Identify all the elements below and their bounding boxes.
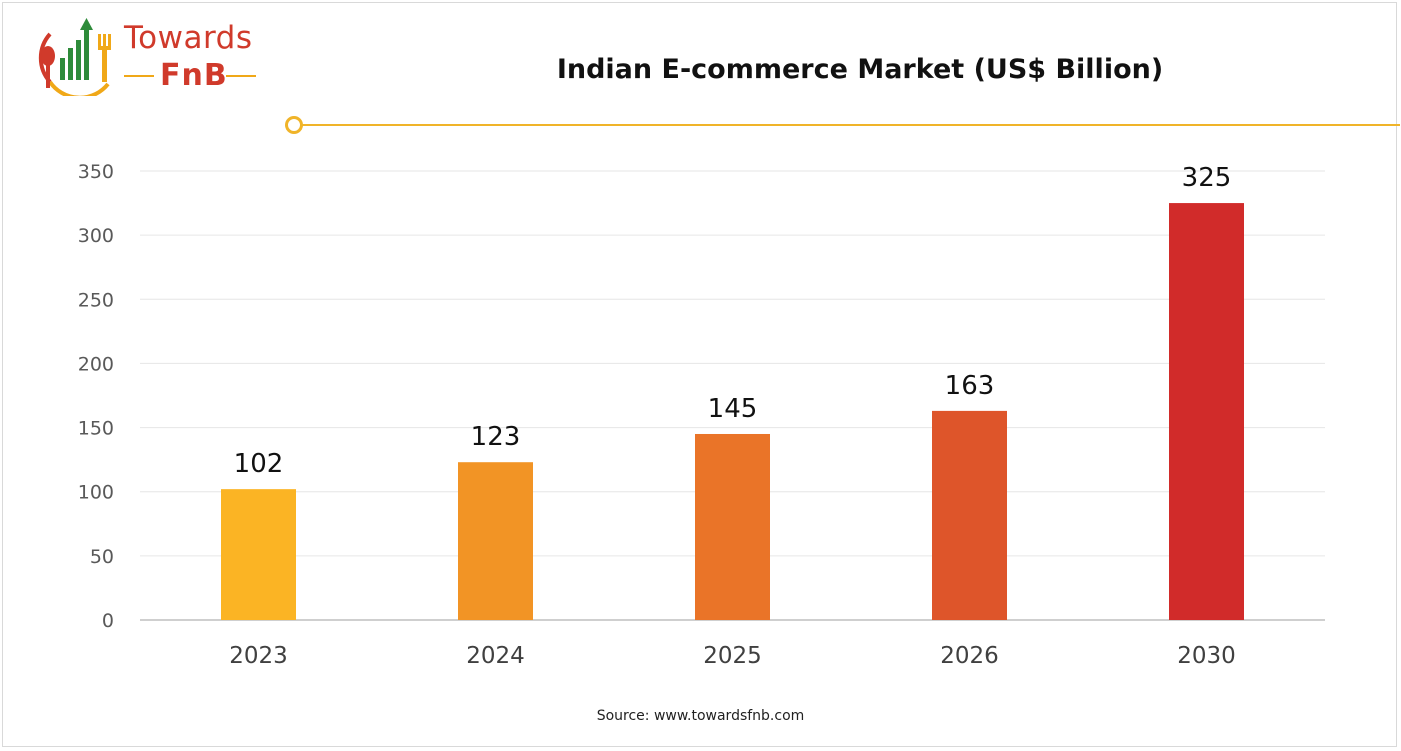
data-label: 163: [945, 371, 995, 401]
brand-name-line2: FnB: [160, 58, 228, 93]
x-tick-label: 2026: [940, 643, 999, 669]
bar-2030: [1169, 203, 1244, 621]
decorative-circle: [285, 116, 303, 134]
x-axis-ticks: 2023 2024 2025 2026 2030: [229, 643, 1236, 669]
y-tick-label: 100: [78, 482, 114, 504]
bar-2024: [458, 462, 533, 620]
brand-logo: [36, 16, 266, 100]
data-labels: 102 123 145 163 325: [234, 163, 1232, 479]
data-label: 102: [234, 449, 284, 479]
bars: [221, 203, 1244, 621]
source-note: Source: www.towardsfnb.com: [596, 708, 805, 724]
decorative-rule: [302, 124, 1400, 126]
x-tick-label: 2025: [703, 643, 762, 669]
y-tick-label: 150: [78, 418, 114, 440]
logo-icon: [38, 18, 111, 100]
y-tick-label: 250: [78, 289, 114, 311]
bar-2023: [221, 489, 296, 620]
chart-title: Indian E-commerce Market (US$ Billion): [556, 54, 1164, 85]
brand-name-line1: Towards: [124, 20, 253, 56]
x-tick-label: 2030: [1177, 643, 1236, 669]
y-tick-label: 200: [78, 353, 114, 375]
data-label: 123: [471, 422, 521, 452]
brand-divider-left: [124, 75, 154, 77]
brand-divider-right: [226, 75, 256, 77]
y-tick-label: 350: [78, 161, 114, 183]
x-tick-label: 2024: [466, 643, 525, 669]
x-tick-label: 2023: [229, 643, 288, 669]
bar-2026: [932, 410, 1007, 620]
y-tick-label: 0: [102, 610, 114, 632]
y-axis-ticks: 0 50 100 150 200 250 300 350: [78, 161, 114, 632]
data-label: 325: [1182, 163, 1232, 193]
y-tick-label: 300: [78, 225, 114, 247]
data-label: 145: [708, 394, 758, 424]
bar-2025: [695, 433, 770, 620]
y-tick-label: 50: [90, 546, 114, 568]
